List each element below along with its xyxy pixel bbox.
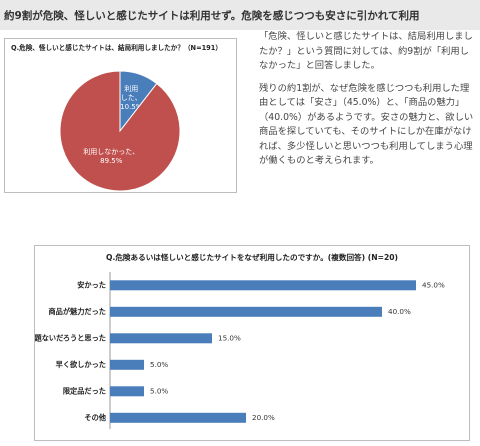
pie-chart-title: Q.危険、怪しいと感じたサイトは、結局利用しましたか？（N=191） (11, 44, 222, 52)
pie-label-1-1: 89.5% (100, 157, 123, 165)
bar-value-label-2: 15.0% (218, 333, 241, 342)
bar-category-label-1: 商品が魅力だった (48, 307, 106, 316)
bar-category-label-0: 安かった (77, 280, 106, 289)
pie-label-0-2: 10.5% (120, 103, 143, 111)
bar-category-label-2: 問題ないだろうと思った (35, 333, 106, 342)
bar-category-label-3: 早く欲しかった (56, 360, 106, 369)
bar-value-label-3: 5.0% (150, 360, 168, 369)
bar-3 (110, 359, 144, 370)
headline: 約9割が危険、怪しいと感じたサイトは利用せず。危険を感じつつも安さに引かれて利用 (0, 0, 480, 30)
description: 「危険、怪しいと感じたサイトは、結局利用しましたか？」という質問に対しては、約9… (259, 30, 477, 177)
bar-category-label-4: 限定品だった (63, 386, 106, 395)
bar-chart-panel: Q.危険あるいは怪しいと感じたサイトをなぜ利用したのですか。(複数回答) (N=… (34, 245, 470, 441)
bar-category-label-5: その他 (84, 413, 106, 422)
pie-label-0-0: 利用 (124, 84, 138, 93)
bar-value-label-1: 40.0% (388, 307, 411, 316)
pie-slice-1 (59, 70, 181, 192)
pie-chart-panel: Q.危険、怪しいと感じたサイトは、結局利用しましたか？（N=191） 利用 した、… (4, 38, 237, 193)
pie-label-1-0: 利用しなかった、 (83, 147, 139, 156)
pie-label-0-1: した、 (121, 94, 142, 102)
bar-1 (110, 306, 382, 317)
bar-chart: 安かった 45.0% 商品が魅力だった 40.0% 問題ないだろうと思った 15.0% 早く… (35, 272, 445, 429)
bar-value-label-4: 5.0% (150, 386, 168, 395)
bar-0 (110, 280, 416, 291)
bar-5 (110, 412, 246, 423)
pie-chart: 利用した、10.5% 利用しなかった、89.5% (59, 70, 181, 192)
bar-value-label-5: 20.0% (252, 413, 275, 422)
bar-value-label-0: 45.0% (422, 280, 445, 289)
description-paragraph-2: 残りの約1割が、なぜ危険を感じつつも利用した理由としては「安さ」（45.0%）と… (259, 82, 474, 167)
bar-chart-title: Q.危険あるいは怪しいと感じたサイトをなぜ利用したのですか。(複数回答) (N=… (106, 253, 398, 262)
description-paragraph-1: 「危険、怪しいと感じたサイトは、結局利用しましたか？」という質問に対しては、約9… (259, 31, 473, 71)
bar-2 (110, 333, 212, 344)
bar-4 (110, 386, 144, 397)
